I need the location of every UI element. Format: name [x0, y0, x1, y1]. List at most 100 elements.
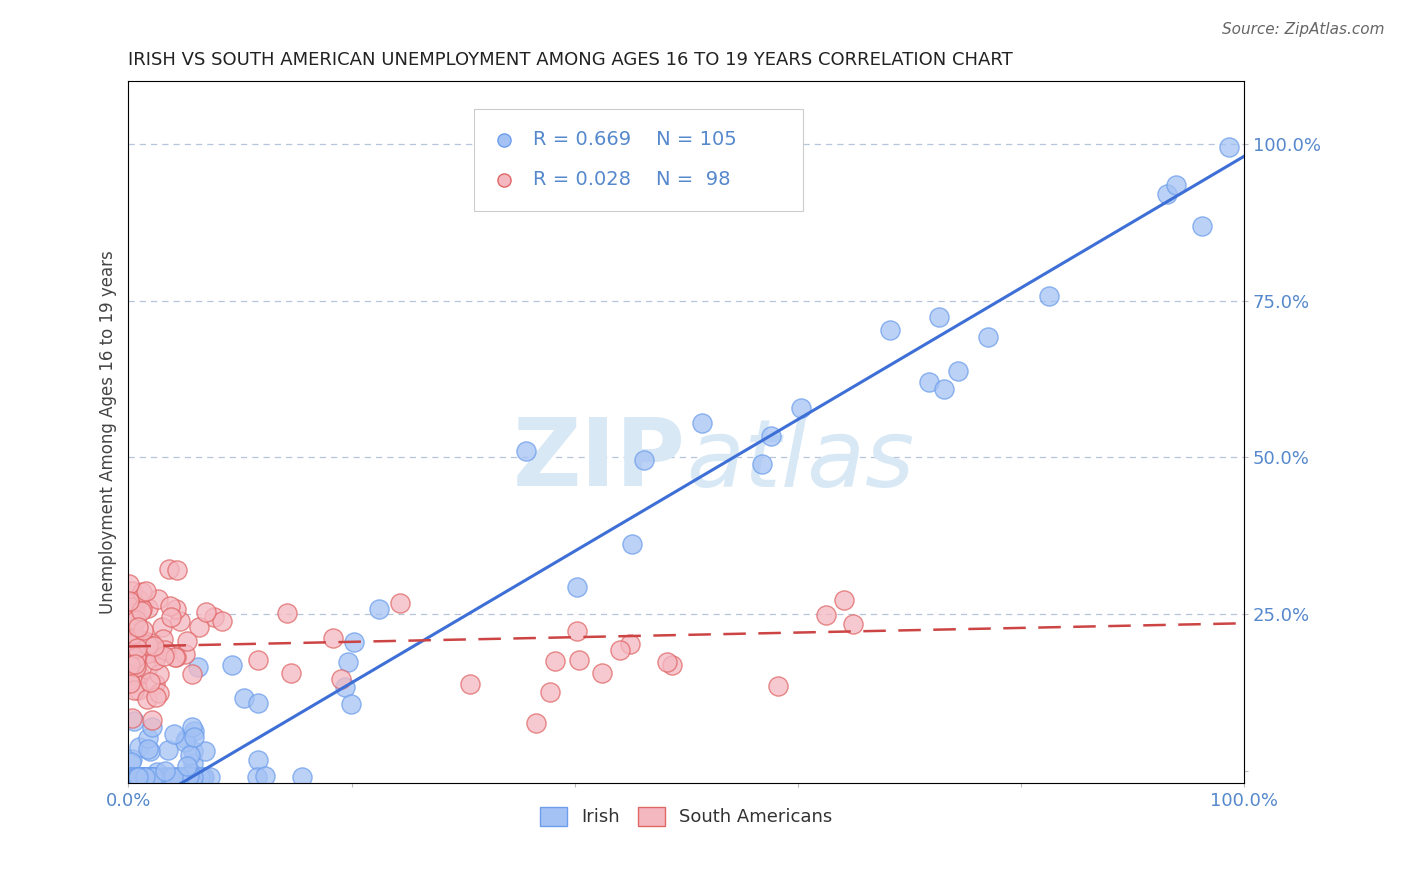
Point — [176, 758, 198, 772]
Point — [928, 310, 950, 325]
Point — [118, 657, 141, 672]
Point — [132, 770, 155, 784]
Point — [336, 655, 359, 669]
Point — [121, 594, 143, 608]
Point — [246, 770, 269, 784]
Point — [176, 770, 198, 784]
Text: atlas: atlas — [686, 415, 914, 506]
Point — [155, 764, 177, 778]
Point — [169, 770, 191, 784]
Text: R = 0.028    N =  98: R = 0.028 N = 98 — [533, 170, 731, 189]
Point — [128, 770, 150, 784]
Point — [183, 731, 205, 745]
Point — [127, 620, 149, 634]
Point — [136, 731, 159, 745]
Point — [122, 652, 145, 666]
Point — [124, 605, 146, 619]
Point — [176, 634, 198, 648]
Point — [233, 690, 256, 705]
Point — [125, 613, 148, 627]
Point — [132, 770, 155, 784]
Point — [183, 756, 205, 770]
Text: Source: ZipAtlas.com: Source: ZipAtlas.com — [1222, 22, 1385, 37]
Point — [221, 658, 243, 673]
Point — [591, 665, 613, 680]
Point — [118, 577, 141, 591]
Point — [141, 770, 163, 784]
Point — [155, 770, 177, 784]
Point — [152, 632, 174, 647]
Point — [118, 770, 141, 784]
Point — [120, 770, 142, 784]
Point — [118, 770, 141, 784]
Point — [1191, 219, 1213, 234]
Point — [174, 731, 197, 746]
Legend: Irish, South Americans: Irish, South Americans — [533, 800, 839, 834]
Point — [179, 768, 201, 782]
Point — [609, 643, 631, 657]
Point — [136, 692, 159, 706]
Point — [124, 657, 146, 672]
Point — [131, 585, 153, 599]
Point — [121, 633, 143, 648]
Point — [515, 443, 537, 458]
Point — [1156, 186, 1178, 201]
Point — [125, 649, 148, 664]
Point — [127, 770, 149, 784]
Point — [842, 616, 865, 631]
Point — [343, 635, 366, 649]
Point — [122, 615, 145, 629]
Point — [174, 647, 197, 661]
Point — [183, 724, 205, 739]
Point — [494, 225, 516, 239]
Y-axis label: Unemployment Among Ages 16 to 19 years: Unemployment Among Ages 16 to 19 years — [100, 251, 117, 614]
Point — [127, 641, 149, 656]
Point — [134, 770, 156, 784]
Point — [125, 770, 148, 784]
Point — [120, 755, 142, 769]
Point — [165, 650, 187, 665]
Point — [131, 637, 153, 651]
Point — [290, 770, 312, 784]
Point — [1218, 140, 1240, 154]
Point — [132, 770, 155, 784]
Point — [139, 674, 162, 689]
Point — [181, 770, 204, 784]
Point — [174, 770, 197, 784]
Point — [128, 739, 150, 754]
Point — [121, 752, 143, 766]
Point — [768, 679, 790, 693]
Point — [134, 770, 156, 784]
Point — [121, 637, 143, 651]
Point — [127, 683, 149, 698]
Point — [124, 770, 146, 784]
Point — [194, 605, 217, 619]
Point — [131, 604, 153, 618]
Point — [148, 647, 170, 661]
Point — [181, 667, 204, 681]
Point — [118, 673, 141, 687]
Point — [193, 770, 215, 784]
Point — [976, 330, 998, 344]
Point — [127, 645, 149, 659]
Point — [543, 654, 565, 668]
Point — [152, 648, 174, 663]
Point — [120, 621, 142, 635]
Point — [918, 375, 941, 389]
Point — [254, 769, 277, 783]
Point — [127, 646, 149, 660]
Point — [142, 770, 165, 784]
Point — [165, 650, 187, 665]
Point — [280, 666, 302, 681]
Point — [179, 748, 201, 763]
Point — [633, 453, 655, 467]
Point — [148, 686, 170, 700]
Point — [157, 562, 180, 576]
Point — [150, 770, 173, 784]
Point — [335, 680, 357, 694]
Point — [169, 614, 191, 628]
FancyBboxPatch shape — [474, 110, 803, 211]
Point — [143, 641, 166, 656]
Point — [125, 770, 148, 784]
Point — [159, 770, 181, 784]
